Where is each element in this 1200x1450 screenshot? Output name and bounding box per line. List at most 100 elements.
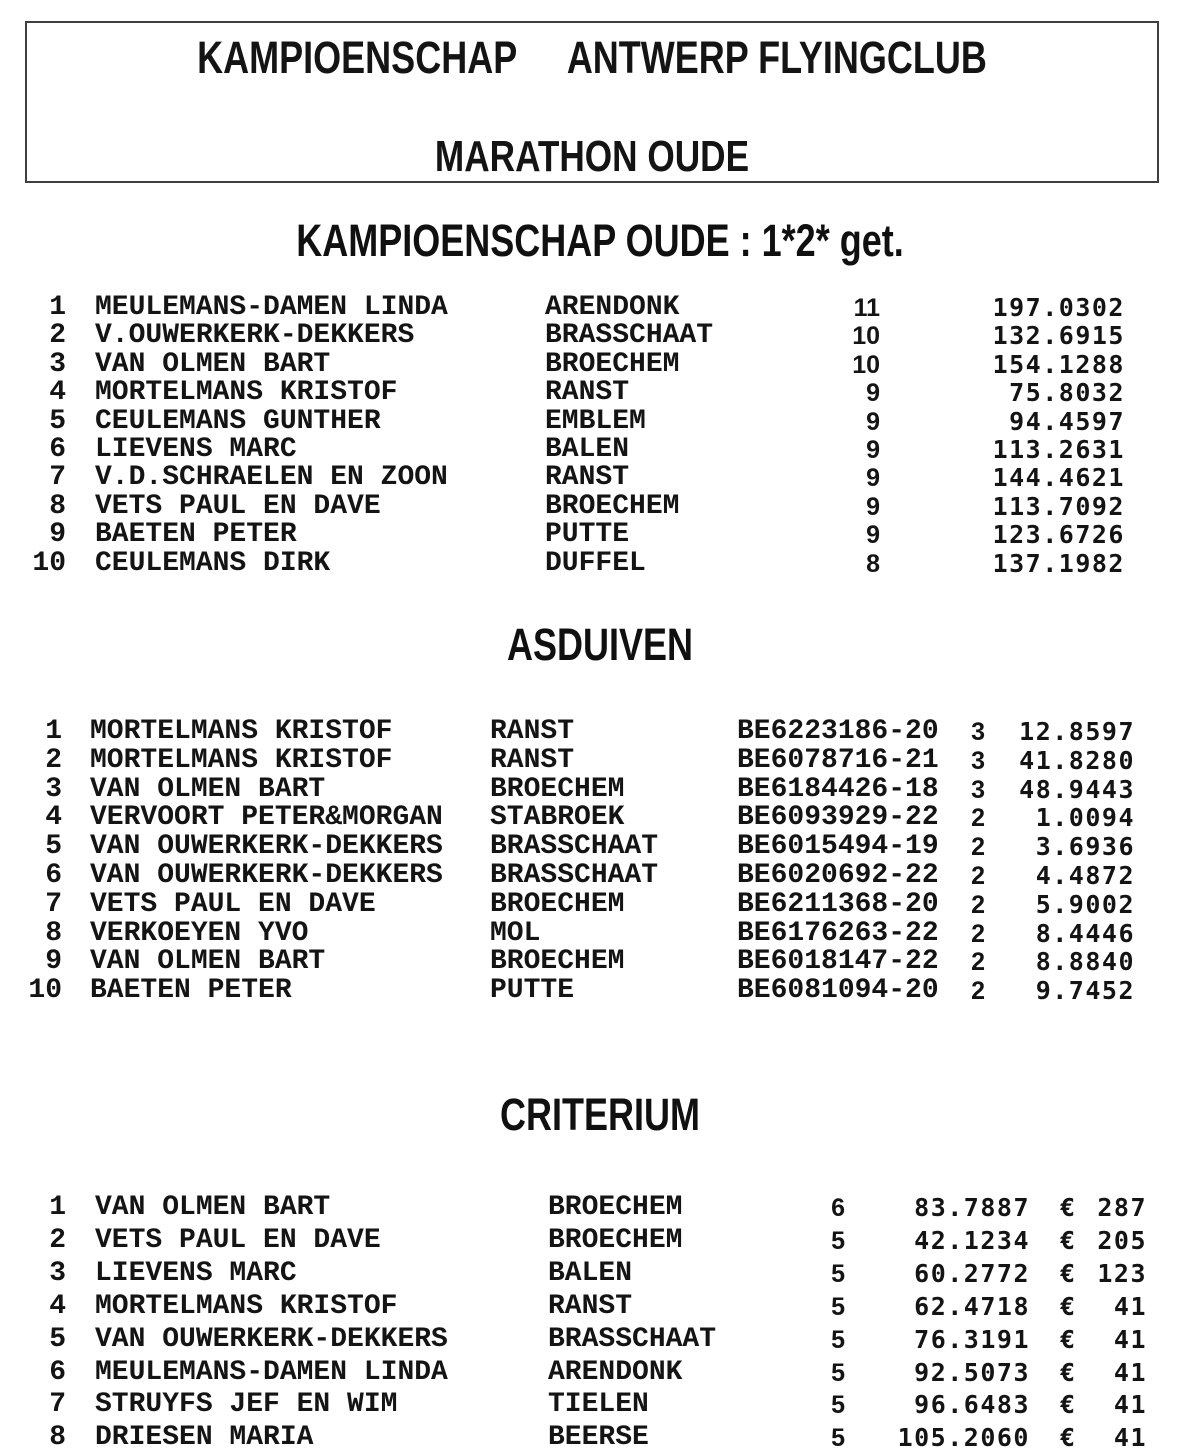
rank-cell: 10 bbox=[32, 547, 66, 579]
city-cell: RANST bbox=[490, 716, 575, 747]
city-cell: TIELEN bbox=[548, 1389, 649, 1421]
rank-cell: 5 bbox=[49, 405, 66, 437]
name-cell: DRIESEN MARIA bbox=[95, 1422, 314, 1450]
ring-cell: BE6184426-18 bbox=[737, 773, 939, 805]
name-cell: STRUYFS JEF EN WIM bbox=[95, 1389, 398, 1421]
points-cell: 48.9443 bbox=[1019, 774, 1135, 804]
city-cell: BALEN bbox=[545, 434, 630, 465]
name-cell: V.D.SCHRAELEN EN ZOON bbox=[95, 462, 448, 494]
name-cell: VAN OLMEN BART bbox=[95, 348, 331, 380]
rank-cell: 4 bbox=[49, 377, 66, 409]
prize-cell: 41 bbox=[1113, 1390, 1147, 1420]
name-cell: CEULEMANS GUNTHER bbox=[95, 405, 381, 437]
name-cell: MEULEMANS-DAMEN LINDA bbox=[95, 292, 448, 323]
table-row: 5 VAN OUWERKERK-DEKKERS BRASSCHAAT 5 76.3191… bbox=[0, 1324, 1200, 1357]
section-title-asduiven: ASDUIVEN bbox=[506, 619, 694, 670]
city-cell: RANST bbox=[548, 1290, 633, 1322]
points-cell: 5.9002 bbox=[1035, 889, 1135, 919]
table-row: 8 VERKOEYEN YVO MOL BE6176263-22 2 8.4446 bbox=[0, 917, 1200, 949]
prize-cell: 41 bbox=[1113, 1291, 1147, 1321]
rank-cell: 7 bbox=[49, 462, 66, 494]
name-cell: VAN OUWERKERK-DEKKERS bbox=[95, 1323, 448, 1355]
table-row: 5 VAN OUWERKERK-DEKKERS BRASSCHAAT BE601549… bbox=[0, 831, 1200, 863]
points-cell: 1.0094 bbox=[1035, 803, 1135, 833]
city-cell: PUTTE bbox=[545, 519, 630, 551]
coefficient-cell: 42.1234 bbox=[914, 1225, 1030, 1255]
name-cell: LIEVENS MARC bbox=[95, 1257, 297, 1289]
club-title-right: ANTWERP FLYINGCLUB bbox=[566, 32, 987, 83]
ring-cell: BE6018147-22 bbox=[737, 946, 939, 978]
rank-cell: 8 bbox=[45, 917, 62, 949]
rank-cell: 9 bbox=[45, 946, 62, 978]
count-cell: 2 bbox=[971, 833, 985, 862]
rank-cell: 3 bbox=[49, 348, 66, 380]
ring-cell: BE6223186-20 bbox=[737, 716, 939, 747]
prize-cell: 41 bbox=[1113, 1324, 1147, 1354]
criterium-table: 1 VAN OLMEN BART BROECHEM 6 83.7887 €287 2 VETS… bbox=[0, 1192, 1200, 1450]
points-cell: 154.1288 bbox=[992, 349, 1125, 379]
city-cell: EMBLEM bbox=[545, 405, 646, 437]
count-cell: 3 bbox=[971, 746, 985, 775]
ring-cell: BE6081094-20 bbox=[737, 975, 939, 1007]
table-row: 2 VETS PAUL EN DAVE BROECHEM 5 42.1234 €205 bbox=[0, 1225, 1200, 1258]
table-row: 8 DRIESEN MARIA BEERSE 5 105.2060 €41 bbox=[0, 1422, 1200, 1450]
rank-cell: 9 bbox=[49, 519, 66, 551]
count-cell: 2 bbox=[971, 948, 985, 977]
coefficient-cell: 62.4718 bbox=[914, 1291, 1030, 1321]
table-row: 7 V.D.SCHRAELEN EN ZOON RANST 9 144.4621 bbox=[0, 462, 1200, 494]
city-cell: RANST bbox=[545, 462, 630, 494]
rank-cell: 2 bbox=[49, 1224, 66, 1256]
ring-cell: BE6015494-19 bbox=[737, 831, 939, 863]
count-cell: 9 bbox=[866, 492, 880, 521]
count-cell: 5 bbox=[831, 1358, 845, 1387]
count-cell: 5 bbox=[831, 1292, 845, 1321]
name-cell: MORTELMANS KRISTOF bbox=[90, 744, 393, 776]
category-title: MARATHON OUDE bbox=[434, 132, 750, 181]
count-cell: 2 bbox=[971, 977, 985, 1006]
prize-cell: 205 bbox=[1097, 1225, 1147, 1255]
table-row: 1 VAN OLMEN BART BROECHEM 6 83.7887 €287 bbox=[0, 1192, 1200, 1225]
rank-cell: 7 bbox=[45, 888, 62, 920]
count-cell: 2 bbox=[971, 919, 985, 948]
points-cell: 144.4621 bbox=[992, 463, 1125, 493]
count-cell: 2 bbox=[971, 890, 985, 919]
points-cell: 113.7092 bbox=[992, 491, 1125, 521]
city-cell: BROECHEM bbox=[548, 1224, 683, 1256]
name-cell: VETS PAUL EN DAVE bbox=[90, 888, 376, 920]
count-cell: 2 bbox=[971, 862, 985, 890]
city-cell: RANST bbox=[545, 377, 630, 409]
count-cell: 9 bbox=[866, 379, 880, 408]
name-cell: MORTELMANS KRISTOF bbox=[90, 716, 393, 747]
name-cell: MORTELMANS KRISTOF bbox=[95, 377, 398, 409]
points-cell: 8.4446 bbox=[1035, 918, 1135, 948]
table-row: 10 CEULEMANS DIRK DUFFEL 8 137.1982 bbox=[0, 547, 1200, 579]
count-cell: 11 bbox=[853, 294, 880, 322]
euro-sign: € bbox=[1060, 1324, 1077, 1354]
prize-cell: 41 bbox=[1113, 1357, 1147, 1387]
name-cell: VAN OUWERKERK-DEKKERS bbox=[90, 831, 443, 863]
rank-cell: 3 bbox=[49, 1257, 66, 1289]
name-cell: MEULEMANS-DAMEN LINDA bbox=[95, 1356, 448, 1388]
ring-cell: BE6020692-22 bbox=[737, 860, 939, 891]
count-cell: 3 bbox=[971, 775, 985, 804]
name-cell: VERVOORT PETER&MORGAN bbox=[90, 802, 443, 834]
count-cell: 5 bbox=[831, 1391, 845, 1420]
ring-cell: BE6093929-22 bbox=[737, 802, 939, 834]
euro-sign: € bbox=[1060, 1258, 1077, 1288]
rank-cell: 1 bbox=[49, 1192, 66, 1223]
section-title-criterium: CRITERIUM bbox=[500, 1089, 700, 1140]
euro-sign: € bbox=[1060, 1225, 1077, 1255]
ring-cell: BE6176263-22 bbox=[737, 917, 939, 949]
rank-cell: 8 bbox=[49, 1422, 66, 1450]
rank-cell: 5 bbox=[45, 831, 62, 863]
table-row: 4 MORTELMANS KRISTOF RANST 5 62.4718 €41 bbox=[0, 1291, 1200, 1324]
table-row: 2 V.OUWERKERK-DEKKERS BRASSCHAAT 10 132.6915 bbox=[0, 321, 1200, 350]
kampioenschap-oude-table: 1 MEULEMANS-DAMEN LINDA ARENDONK 11 197.0302… bbox=[0, 292, 1200, 580]
name-cell: LIEVENS MARC bbox=[95, 434, 297, 465]
table-row: 1 MEULEMANS-DAMEN LINDA ARENDONK 11 197.0302 bbox=[0, 292, 1200, 323]
prize-cell: 41 bbox=[1113, 1423, 1147, 1450]
table-row: 6 VAN OUWERKERK-DEKKERS BRASSCHAAT BE602069… bbox=[0, 860, 1200, 891]
ring-cell: BE6078716-21 bbox=[737, 744, 939, 776]
rank-cell: 4 bbox=[45, 802, 62, 834]
prize-cell: 287 bbox=[1097, 1193, 1147, 1222]
